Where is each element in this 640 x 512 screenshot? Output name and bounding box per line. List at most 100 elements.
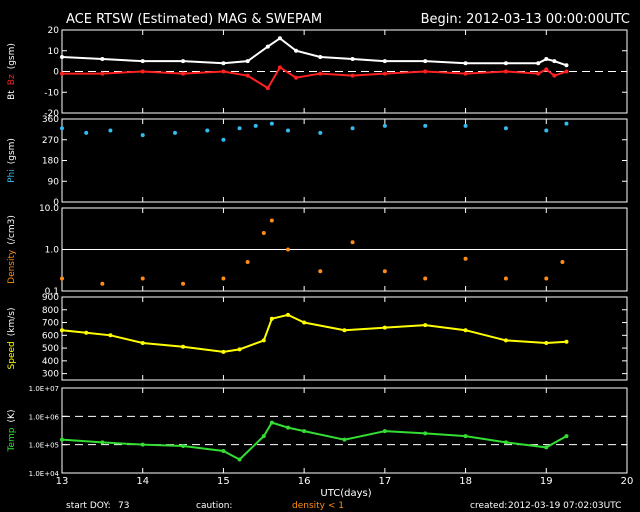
data-point <box>350 240 355 245</box>
y-tick-label: 270 <box>42 136 59 146</box>
data-point <box>245 73 250 78</box>
x-axis: 13 14 15 16 17 18 19 20 <box>56 476 634 487</box>
data-point <box>60 437 64 442</box>
data-point <box>318 71 323 76</box>
data-point <box>423 276 428 281</box>
data-point <box>181 443 186 448</box>
y-tick-label: 600 <box>42 331 59 341</box>
y-axis-label-part: Bz <box>7 74 17 85</box>
series-speed <box>60 312 569 354</box>
data-point <box>423 431 428 436</box>
chart-title: ACE RTSW (Estimated) MAG & SWEPAM <box>66 12 322 27</box>
data-point <box>108 333 113 338</box>
data-point <box>60 126 64 131</box>
y-axis-label-unit: (/cm3) <box>7 215 17 245</box>
x-tick-label: 18 <box>459 476 472 487</box>
y-axis-label-unit: (K) <box>7 410 17 423</box>
y-tick-label: 1.0E+04 <box>29 470 60 478</box>
data-point <box>265 86 270 91</box>
data-point <box>536 71 541 76</box>
data-point <box>382 325 387 330</box>
data-point <box>302 320 307 325</box>
data-point <box>503 69 508 74</box>
y-tick-label: 900 <box>42 293 59 303</box>
y-axis-label: Density (/cm3) <box>7 215 17 284</box>
y-tick-label: -20 <box>44 109 59 119</box>
data-point <box>544 276 549 281</box>
data-point <box>318 130 323 135</box>
data-point <box>286 425 290 430</box>
data-point <box>350 73 355 78</box>
data-point <box>84 330 89 335</box>
data-point <box>261 434 266 439</box>
x-tick-label: 16 <box>298 476 311 487</box>
data-point <box>564 434 569 439</box>
data-point <box>286 312 290 317</box>
data-point <box>350 57 355 62</box>
data-point <box>84 130 89 135</box>
data-point <box>544 57 549 62</box>
data-point <box>100 440 105 445</box>
series-density <box>60 218 565 286</box>
series-line <box>61 313 567 353</box>
data-point <box>503 440 508 445</box>
y-axis-label-unit: (km/s) <box>7 308 17 337</box>
data-point <box>503 126 508 131</box>
data-point <box>463 71 468 76</box>
data-point <box>382 269 387 274</box>
series-bz <box>60 65 569 91</box>
start-doy-value: 73 <box>118 501 129 511</box>
panel-frame <box>61 296 628 381</box>
data-point <box>294 48 299 53</box>
data-point <box>181 59 186 64</box>
data-point <box>221 61 226 66</box>
y-axis-label-name: Temp <box>7 427 17 452</box>
data-point <box>463 61 468 66</box>
data-point <box>265 44 270 49</box>
data-point <box>544 340 549 345</box>
data-point <box>423 323 428 328</box>
y-tick-label: 700 <box>42 319 59 329</box>
data-point <box>463 256 468 261</box>
data-point <box>463 434 468 439</box>
panels: -20 -10 0 10 20 Bt Bz (gsm) 0 90 180 270 360 Phi (gsm)… <box>7 26 628 478</box>
y-tick-label: 1.0 <box>45 246 60 256</box>
data-point <box>173 130 177 135</box>
y-axis-label: Bt Bz (gsm) <box>7 43 17 100</box>
data-point <box>503 338 508 343</box>
data-point <box>544 445 549 450</box>
y-tick-label: 0.1 <box>45 287 59 297</box>
data-point <box>100 71 105 76</box>
y-tick-label: 180 <box>42 157 59 167</box>
y-axis-label-part: (gsm) <box>7 43 17 69</box>
data-point <box>237 457 242 462</box>
data-point <box>181 281 186 286</box>
data-point <box>382 71 387 76</box>
x-tick-label: 19 <box>540 476 553 487</box>
data-point <box>205 128 210 133</box>
data-point <box>423 59 428 64</box>
data-point <box>269 218 274 223</box>
begin-time: Begin: 2012-03-13 00:00:00UTC <box>421 12 630 27</box>
y-tick-label: 360 <box>42 115 59 125</box>
data-point <box>221 69 226 74</box>
data-point <box>342 328 347 333</box>
data-point <box>108 128 113 133</box>
data-point <box>261 338 266 343</box>
data-point <box>350 126 355 131</box>
y-tick-label: 10 <box>48 47 60 57</box>
y-axis-label: Speed (km/s) <box>7 308 17 370</box>
y-tick-label: 1.0E+07 <box>29 385 59 393</box>
series-bt <box>60 36 569 68</box>
data-point <box>140 442 145 447</box>
data-point <box>503 276 508 281</box>
data-point <box>245 59 250 64</box>
data-point <box>564 69 569 74</box>
data-point <box>342 437 347 442</box>
data-point <box>560 259 565 264</box>
panel-speed: 300 400 500 600 700 800 900 Speed (km/s) <box>7 293 628 381</box>
data-point <box>237 347 242 352</box>
y-axis-label-name: Speed <box>7 341 17 369</box>
data-point <box>221 448 226 453</box>
caution-value: density < 1 <box>292 501 344 511</box>
